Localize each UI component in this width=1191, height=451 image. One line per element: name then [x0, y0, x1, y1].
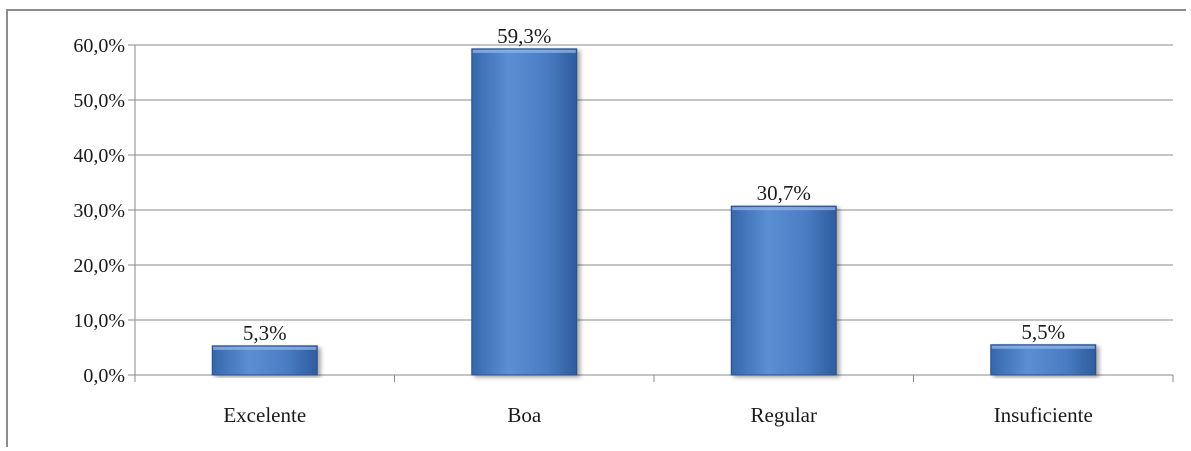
- data-label: 5,3%: [243, 321, 287, 345]
- gridlines: [135, 44, 1173, 321]
- bar-boa: [471, 48, 578, 376]
- y-tick-label: 10,0%: [73, 310, 125, 332]
- bar-regular: [730, 205, 837, 376]
- bar-insuficiente: [990, 344, 1097, 376]
- data-label: 59,3%: [497, 24, 551, 48]
- y-tick-label: 0,0%: [83, 365, 125, 387]
- y-tick-label: 50,0%: [73, 90, 125, 112]
- y-tick-label: 30,0%: [73, 200, 125, 222]
- labels: 0,0% 10,0% 20,0% 30,0% 40,0% 50,0% 60,0% 5,3% Ex…: [73, 24, 1092, 427]
- x-category-label: Insuficiente: [994, 403, 1093, 427]
- bar-highlight: [732, 207, 836, 211]
- bars: [211, 48, 1097, 376]
- y-tick-label: 60,0%: [73, 35, 125, 57]
- bar-excelente: [211, 345, 318, 376]
- data-label: 5,5%: [1021, 320, 1065, 344]
- x-category-label: Boa: [507, 403, 542, 427]
- data-label: 30,7%: [757, 181, 811, 205]
- x-category-label: Excelente: [223, 403, 306, 427]
- y-tick-label: 40,0%: [73, 145, 125, 167]
- chart-frame: [6, 9, 1186, 447]
- bar-highlight: [213, 346, 317, 350]
- bar-highlight: [991, 345, 1095, 349]
- x-category-label: Regular: [751, 403, 817, 427]
- y-tick-label: 20,0%: [73, 255, 125, 277]
- bar-highlight: [472, 49, 576, 53]
